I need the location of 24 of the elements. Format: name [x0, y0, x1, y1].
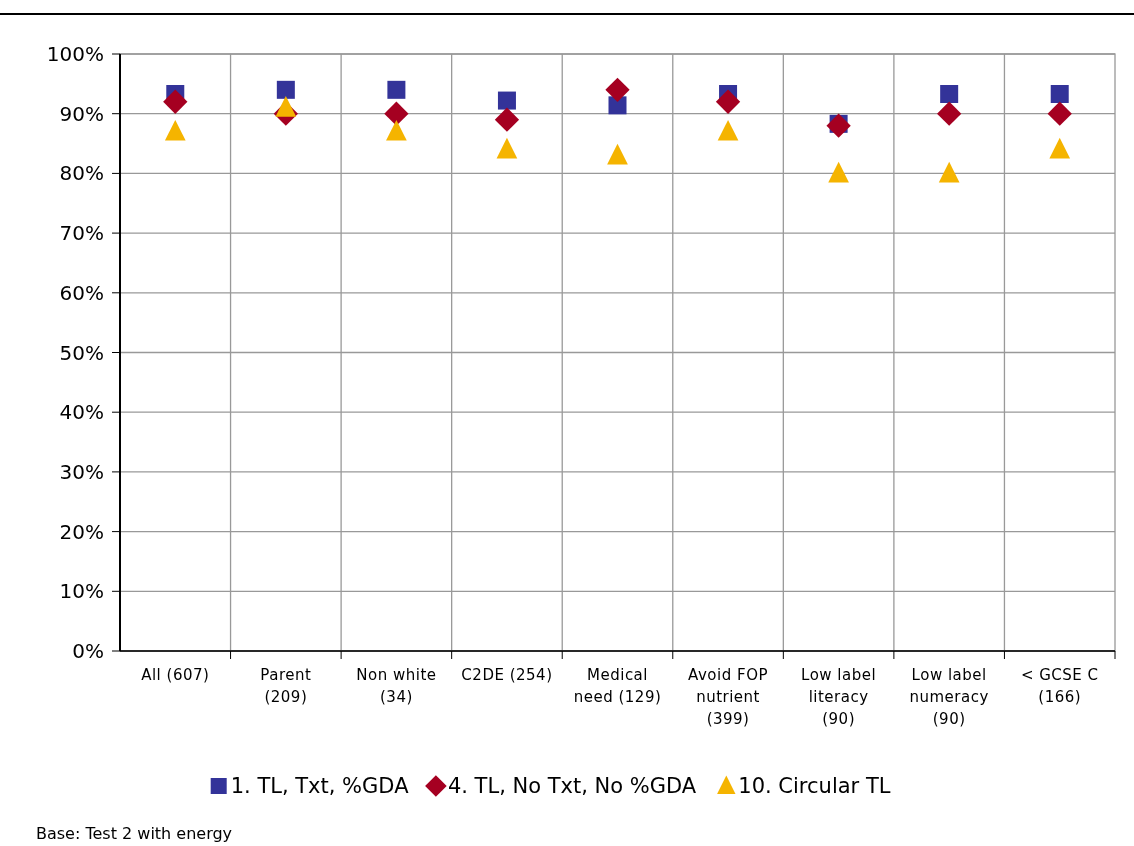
- text: Base: Test 2 with energy: [36, 823, 233, 843]
- y-tick-label: 40%: [59, 400, 104, 425]
- legend-label: 10. Circular TL: [738, 774, 891, 799]
- x-tick-label: < GCSE C (166): [1020, 666, 1099, 706]
- x-tick-label: Medical need (129): [573, 666, 662, 706]
- legend-label: 4. TL, No Txt, No %GDA: [447, 774, 697, 799]
- x-tick-label: Non white (34): [356, 666, 437, 706]
- y-tick-label: 20%: [59, 519, 104, 544]
- x-tick-label: Low label numeracy (90): [909, 666, 989, 728]
- y-tick-label: 0%: [72, 639, 104, 663]
- y-tick-label: 90%: [59, 101, 104, 126]
- x-tick-label: All (607): [141, 666, 210, 684]
- y-tick-label: 10%: [59, 579, 104, 604]
- x-tick-label: Low label literacy (90): [801, 666, 877, 728]
- y-tick-label: 80%: [59, 161, 104, 186]
- x-tick-label: Avoid FOP nutrient (399): [688, 666, 768, 728]
- y-tick-label: 30%: [59, 459, 104, 484]
- legend-label: 1. TL, Txt, %GDA: [230, 774, 410, 799]
- y-tick-label: 100%: [46, 42, 104, 66]
- y-tick-label: 70%: [59, 221, 104, 246]
- y-tick-label: 50%: [59, 340, 104, 365]
- y-tick-label: 60%: [59, 280, 104, 305]
- x-tick-label: C2DE (254): [461, 666, 553, 684]
- x-tick-label: Parent (209): [260, 666, 312, 706]
